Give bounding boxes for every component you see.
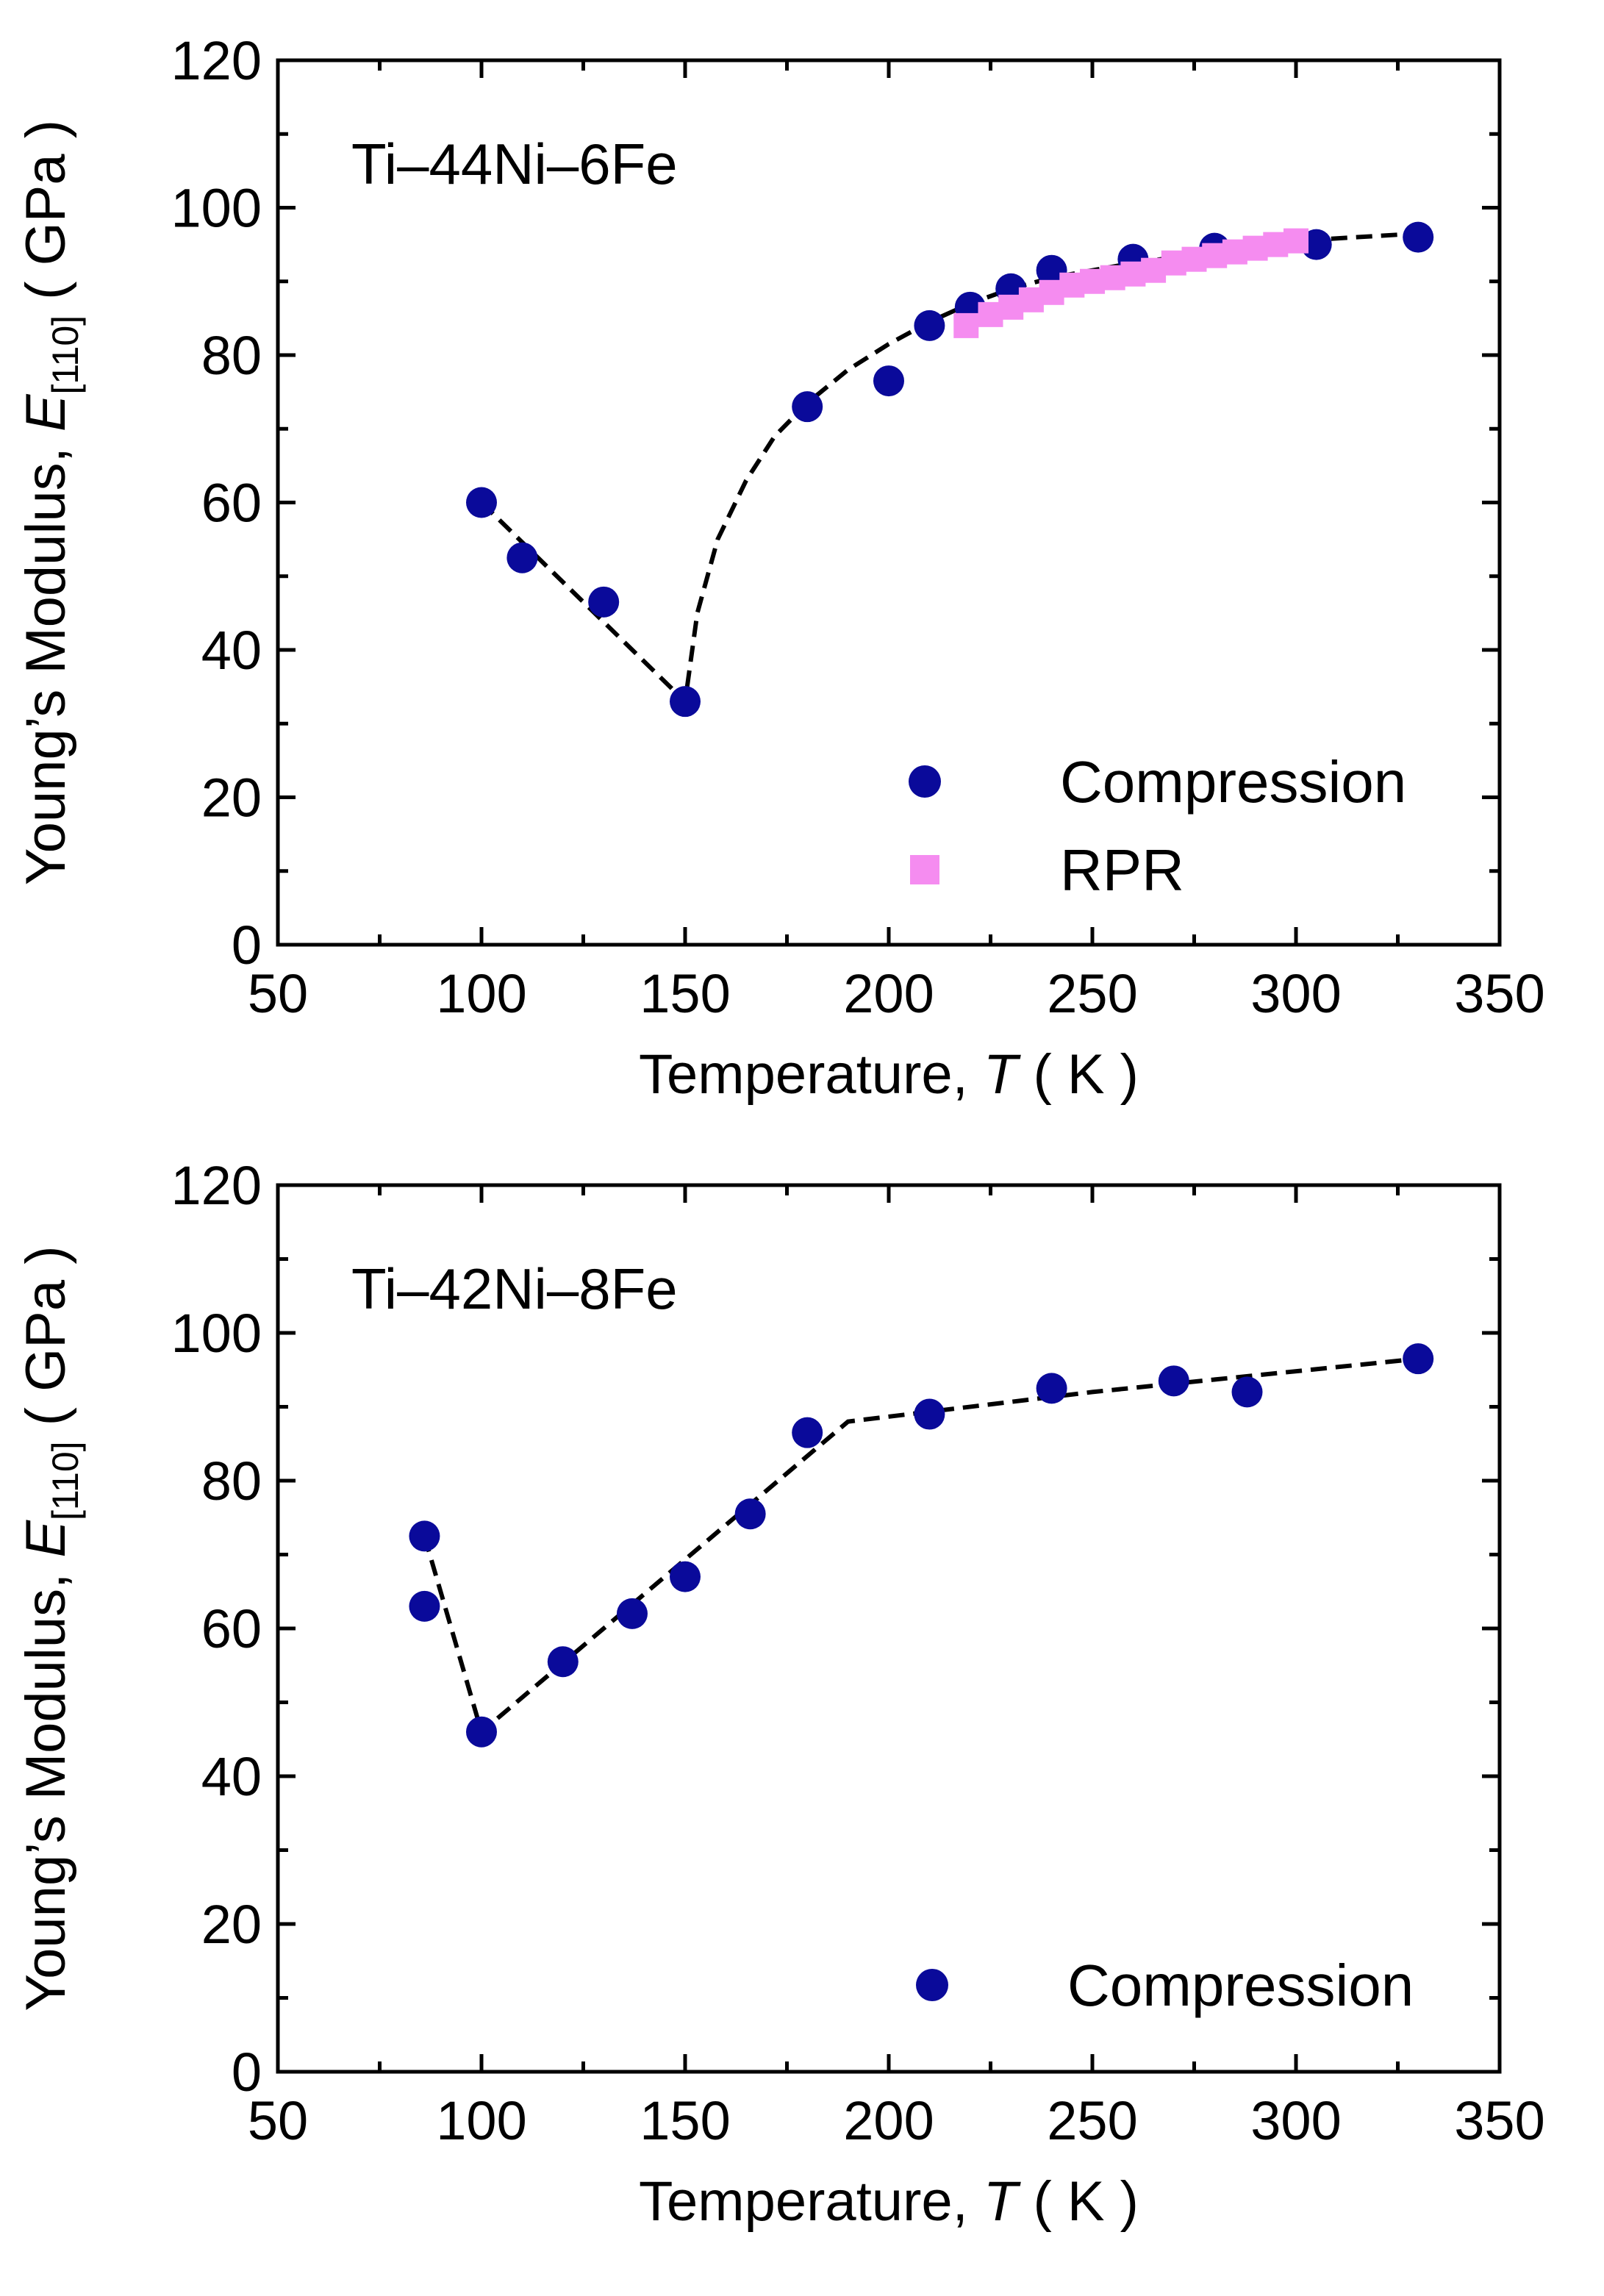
compression-point bbox=[1403, 221, 1434, 253]
tick-labels: 50 100 150 200 250 300 350 0 20 40 60 80 100 120 bbox=[171, 1155, 1545, 2151]
compression-point bbox=[409, 1520, 440, 1552]
panel-ti42ni8fe: 50 100 150 200 250 300 350 0 20 40 60 80 100 120 Ti–4… bbox=[15, 1155, 1545, 2233]
x-axis-label: Temperature, T ( K ) bbox=[639, 1043, 1139, 1106]
compression-point bbox=[466, 1716, 497, 1748]
compression-point bbox=[547, 1646, 579, 1678]
panel-title: Ti–44Ni–6Fe bbox=[351, 132, 678, 196]
legend-compression-marker bbox=[916, 1969, 948, 2001]
x-tick-label: 150 bbox=[640, 963, 730, 1024]
compression-point bbox=[873, 365, 904, 397]
y-tick-label: 80 bbox=[201, 1451, 262, 1512]
compression-point bbox=[670, 686, 701, 718]
x-tick-label: 50 bbox=[248, 963, 308, 1024]
compression-point bbox=[506, 542, 538, 573]
x-tick-label: 300 bbox=[1250, 2090, 1341, 2151]
tick-labels: 50 100 150 200 250 300 350 0 20 40 60 80 100 120 bbox=[171, 30, 1545, 1024]
panel-title: Ti–42Ni–8Fe bbox=[351, 1256, 678, 1321]
compression-point bbox=[734, 1498, 766, 1530]
x-tick-label: 300 bbox=[1250, 963, 1341, 1024]
rpr-point bbox=[953, 312, 979, 338]
legend: Compression bbox=[916, 1953, 1414, 2018]
legend: Compression RPR bbox=[909, 749, 1406, 903]
x-tick-label: 250 bbox=[1047, 2090, 1137, 2151]
data-points bbox=[409, 1343, 1434, 1748]
y-tick-label: 100 bbox=[171, 1303, 262, 1364]
compression-point bbox=[1036, 1373, 1067, 1404]
y-tick-label: 80 bbox=[201, 325, 262, 386]
compression-point bbox=[792, 391, 823, 423]
rpr-point bbox=[1283, 228, 1308, 254]
y-tick-label: 100 bbox=[171, 178, 262, 239]
y-tick-label: 20 bbox=[201, 1894, 262, 1955]
y-axis-label: Young’s Modulus, E[110] ( GPa ) bbox=[15, 1245, 86, 2011]
x-axis-label: Temperature, T ( K ) bbox=[639, 2170, 1139, 2233]
y-tick-label: 120 bbox=[171, 1155, 262, 1216]
y-tick-label: 40 bbox=[201, 1746, 262, 1807]
y-tick-label: 20 bbox=[201, 768, 262, 829]
compression-point bbox=[670, 1561, 701, 1592]
compression-point bbox=[1300, 229, 1332, 260]
x-tick-label: 50 bbox=[248, 2090, 308, 2151]
compression-point bbox=[1231, 1376, 1263, 1408]
panel-ti44ni6fe: 50 100 150 200 250 300 350 0 20 40 60 80 100 120 Ti–4… bbox=[15, 30, 1545, 1106]
compression-point bbox=[588, 586, 620, 618]
x-tick-label: 200 bbox=[843, 2090, 934, 2151]
y-tick-label: 0 bbox=[232, 2042, 262, 2103]
x-tick-label: 150 bbox=[640, 2090, 730, 2151]
legend-label: Compression bbox=[1067, 1953, 1414, 2018]
y-tick-label: 120 bbox=[171, 30, 262, 91]
y-axis-label: Young’s Modulus, E[110] ( GPa ) bbox=[15, 120, 86, 885]
compression-point bbox=[466, 487, 497, 518]
x-tick-label: 250 bbox=[1047, 963, 1137, 1024]
x-tick-label: 350 bbox=[1454, 2090, 1544, 2151]
legend-label: RPR bbox=[1060, 837, 1184, 903]
tick-marks bbox=[276, 1183, 1502, 2074]
y-tick-label: 60 bbox=[201, 473, 262, 534]
compression-point bbox=[792, 1417, 823, 1448]
y-tick-label: 40 bbox=[201, 620, 262, 681]
fit-line bbox=[479, 231, 1419, 707]
compression-point bbox=[914, 310, 945, 341]
data-points bbox=[466, 221, 1434, 718]
compression-point bbox=[616, 1598, 648, 1629]
x-tick-label: 100 bbox=[436, 2090, 526, 2151]
legend-compression-marker bbox=[909, 765, 941, 798]
x-tick-label: 100 bbox=[436, 963, 526, 1024]
compression-point bbox=[1158, 1365, 1189, 1397]
compression-point bbox=[914, 1398, 945, 1430]
compression-point bbox=[1036, 254, 1067, 286]
compression-point bbox=[409, 1590, 440, 1622]
compression-point bbox=[1403, 1343, 1434, 1375]
fit-line bbox=[422, 1356, 1419, 1736]
x-tick-label: 350 bbox=[1454, 963, 1544, 1024]
x-tick-label: 200 bbox=[843, 963, 934, 1024]
y-tick-label: 0 bbox=[232, 915, 262, 976]
legend-label: Compression bbox=[1060, 749, 1406, 815]
y-tick-label: 60 bbox=[201, 1598, 262, 1659]
tick-marks bbox=[276, 58, 1502, 947]
legend-rpr-marker bbox=[910, 855, 939, 884]
